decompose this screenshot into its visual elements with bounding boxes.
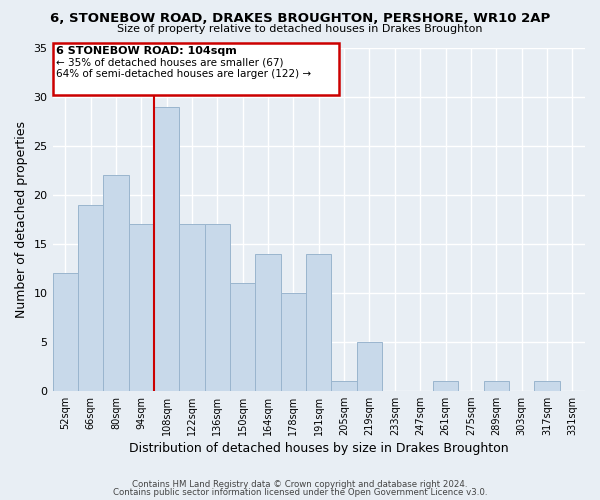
Text: 6, STONEBOW ROAD, DRAKES BROUGHTON, PERSHORE, WR10 2AP: 6, STONEBOW ROAD, DRAKES BROUGHTON, PERS… (50, 12, 550, 26)
Text: ← 35% of detached houses are smaller (67): ← 35% of detached houses are smaller (67… (56, 58, 284, 68)
Bar (179, 224, 205, 390)
Text: 6 STONEBOW ROAD: 104sqm: 6 STONEBOW ROAD: 104sqm (56, 46, 237, 56)
Bar (306, 254, 331, 390)
Text: Size of property relative to detached houses in Drakes Broughton: Size of property relative to detached ho… (117, 24, 483, 34)
FancyBboxPatch shape (53, 43, 339, 95)
Text: 64% of semi-detached houses are larger (122) →: 64% of semi-detached houses are larger (… (56, 68, 311, 78)
Bar (103, 176, 128, 390)
Bar (205, 224, 230, 390)
Bar (433, 381, 458, 390)
Bar (281, 293, 306, 390)
Bar (53, 273, 78, 390)
Text: Contains HM Land Registry data © Crown copyright and database right 2024.: Contains HM Land Registry data © Crown c… (132, 480, 468, 489)
Y-axis label: Number of detached properties: Number of detached properties (15, 121, 28, 318)
Bar (484, 381, 509, 390)
Bar (128, 224, 154, 390)
Text: Contains public sector information licensed under the Open Government Licence v3: Contains public sector information licen… (113, 488, 487, 497)
Bar (256, 254, 281, 390)
Bar (534, 381, 560, 390)
Bar (154, 106, 179, 391)
Bar (78, 204, 103, 390)
Bar (230, 283, 256, 391)
Bar (331, 381, 357, 390)
Bar (357, 342, 382, 390)
X-axis label: Distribution of detached houses by size in Drakes Broughton: Distribution of detached houses by size … (129, 442, 509, 455)
